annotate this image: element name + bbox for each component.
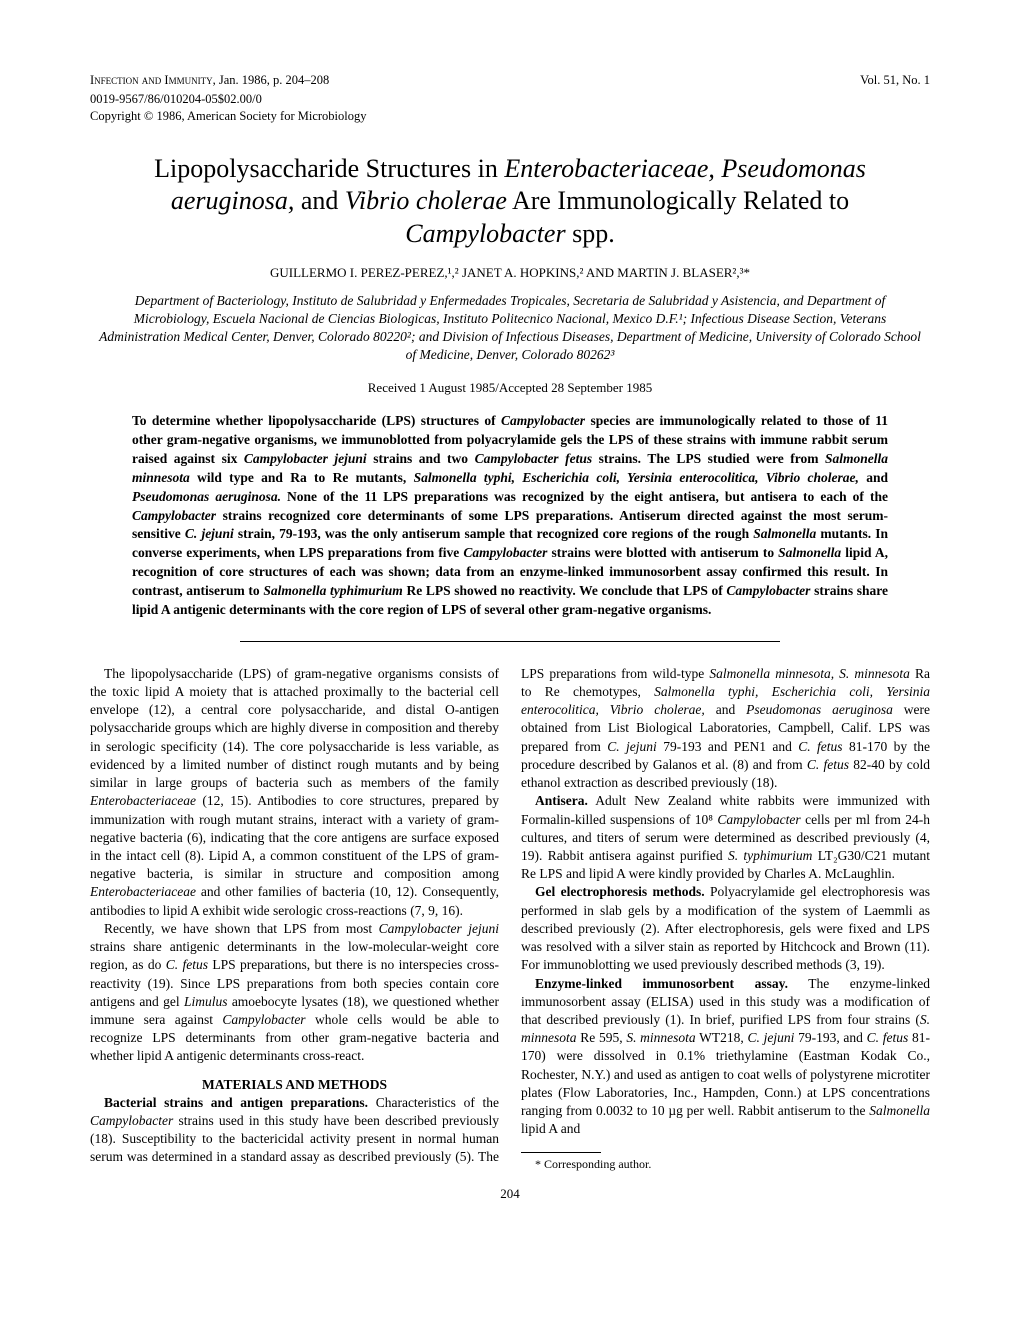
article-title: Lipopolysaccharide Structures in Enterob… xyxy=(90,153,930,251)
received-date: Received 1 August 1985/Accepted 28 Septe… xyxy=(90,379,930,397)
body-para-6: Enzyme-linked immunosorbent assay. The e… xyxy=(521,975,930,1139)
abstract: To determine whether lipopolysaccharide … xyxy=(90,412,930,620)
header-date: Jan. 1986, p. 204–208 xyxy=(219,73,329,87)
affiliations: Department of Bacteriology, Instituto de… xyxy=(90,292,930,365)
copyright-line: Copyright © 1986, American Society for M… xyxy=(90,108,930,125)
authors: GUILLERMO I. PEREZ-PEREZ,¹,² JANET A. HO… xyxy=(90,264,930,282)
abstract-rule xyxy=(90,630,930,649)
page-number: 204 xyxy=(90,1185,930,1203)
footnote-rule xyxy=(521,1152,601,1153)
body-columns: The lipopolysaccharide (LPS) of gram-neg… xyxy=(90,665,930,1173)
body-para-4: Antisera. Adult New Zealand white rabbit… xyxy=(521,792,930,883)
materials-methods-heading: MATERIALS AND METHODS xyxy=(90,1076,499,1094)
body-para-1: The lipopolysaccharide (LPS) of gram-neg… xyxy=(90,665,499,920)
body-para-2: Recently, we have shown that LPS from mo… xyxy=(90,920,499,1066)
corresponding-author-footnote: * Corresponding author. xyxy=(521,1156,930,1172)
header-row: Infection and Immunity, Jan. 1986, p. 20… xyxy=(90,72,930,89)
issn-line: 0019-9567/86/010204-05$02.00/0 xyxy=(90,91,930,108)
volume-issue: Vol. 51, No. 1 xyxy=(860,72,930,89)
body-para-5: Gel electrophoresis methods. Polyacrylam… xyxy=(521,883,930,974)
header-left: Infection and Immunity, Jan. 1986, p. 20… xyxy=(90,72,329,89)
journal-name: Infection and Immunity, xyxy=(90,73,216,87)
